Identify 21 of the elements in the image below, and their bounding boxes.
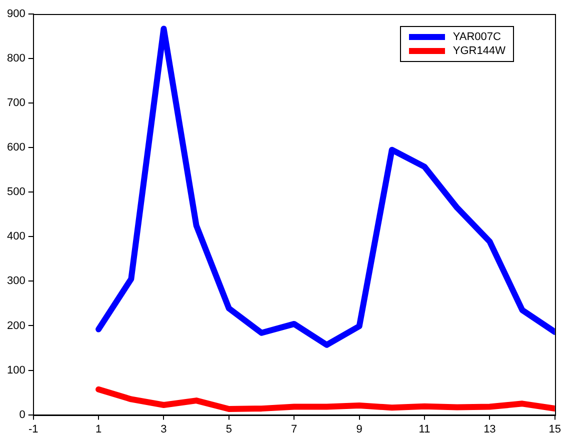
x-tick-label: 5 — [226, 423, 232, 436]
y-tick-label: 600 — [6, 142, 26, 154]
x-tick-label: -1 — [28, 423, 38, 436]
y-tick-label: 100 — [6, 364, 26, 376]
y-tick-label: 400 — [6, 230, 26, 243]
legend-label: YGR144W — [452, 44, 506, 58]
y-tick-label: 300 — [6, 275, 26, 288]
x-tick-label: 15 — [548, 423, 562, 436]
x-tick-label: 3 — [160, 423, 167, 436]
y-tick-label: 900 — [6, 8, 26, 20]
y-tick-label: 200 — [6, 320, 26, 332]
y-tick-label: 500 — [6, 186, 26, 198]
x-tick-label: 11 — [418, 423, 430, 436]
x-tick-label: 1 — [95, 423, 102, 436]
x-tick-label: 9 — [356, 423, 362, 436]
x-tick-label: 13 — [484, 423, 496, 436]
legend-label: YAR007C — [452, 30, 501, 44]
y-tick-label: 800 — [6, 52, 26, 65]
x-tick-label: 7 — [291, 423, 298, 436]
y-tick-label: 700 — [6, 97, 26, 110]
y-tick-label: 0 — [19, 408, 26, 421]
